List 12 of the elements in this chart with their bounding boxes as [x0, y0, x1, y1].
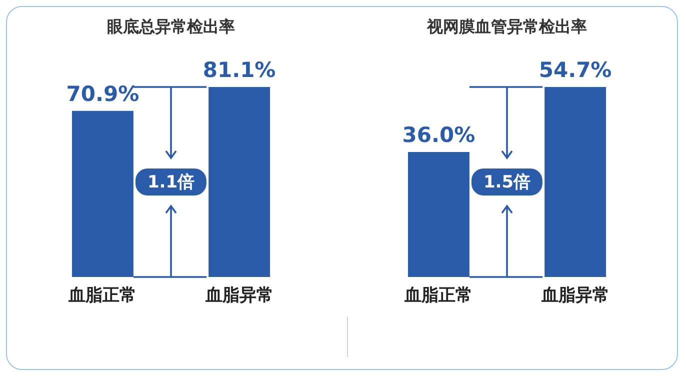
chart-title: 眼底总异常检出率 [107, 17, 235, 36]
x-tick-label: 血脂异常 [204, 286, 274, 306]
x-tick-label: 血脂异常 [540, 286, 610, 306]
annotation: 1.5倍 [471, 168, 543, 196]
data-label: 36.0% [402, 122, 476, 147]
data-label: 70.9% [66, 82, 140, 106]
annotation: 1.1倍 [135, 168, 207, 196]
data-label: 81.1% [202, 58, 276, 82]
data-label: 54.7% [538, 58, 612, 82]
x-tick-label: 血脂正常 [68, 286, 137, 306]
x-tick-label: 血脂正常 [404, 286, 473, 306]
chart-title: 视网膜血管异常检出率 [426, 17, 587, 36]
